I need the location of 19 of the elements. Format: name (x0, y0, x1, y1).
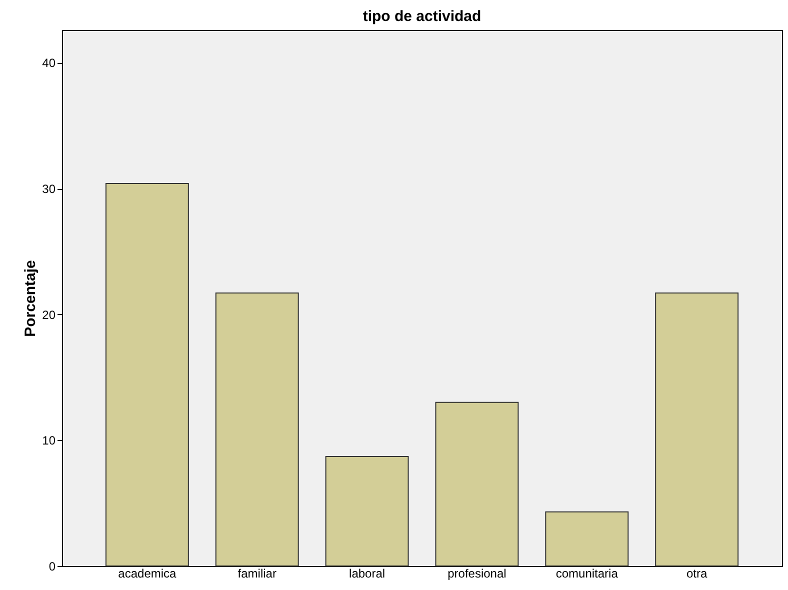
bar (435, 402, 519, 566)
y-tick-label: 10 (42, 434, 56, 448)
y-tick-label: 30 (42, 182, 56, 196)
bar (215, 292, 299, 566)
y-tick-label: 20 (42, 308, 56, 322)
bar (325, 456, 409, 566)
x-tick-label: academica (118, 566, 177, 580)
y-tick-label: 0 (48, 560, 56, 574)
x-tick-label: otra (686, 566, 708, 580)
bar (655, 292, 739, 566)
chart-title: tipo de actividad (362, 8, 482, 25)
y-axis-title: Porcentaje (22, 260, 40, 337)
x-tick-label: familiar (238, 566, 276, 580)
bar (105, 183, 189, 566)
x-tick-label: comunitaria (556, 566, 618, 580)
x-tick-label: profesional (448, 566, 506, 580)
x-tick-label: laboral (349, 566, 386, 580)
bar (545, 511, 629, 566)
y-tick-label: 40 (42, 56, 56, 70)
